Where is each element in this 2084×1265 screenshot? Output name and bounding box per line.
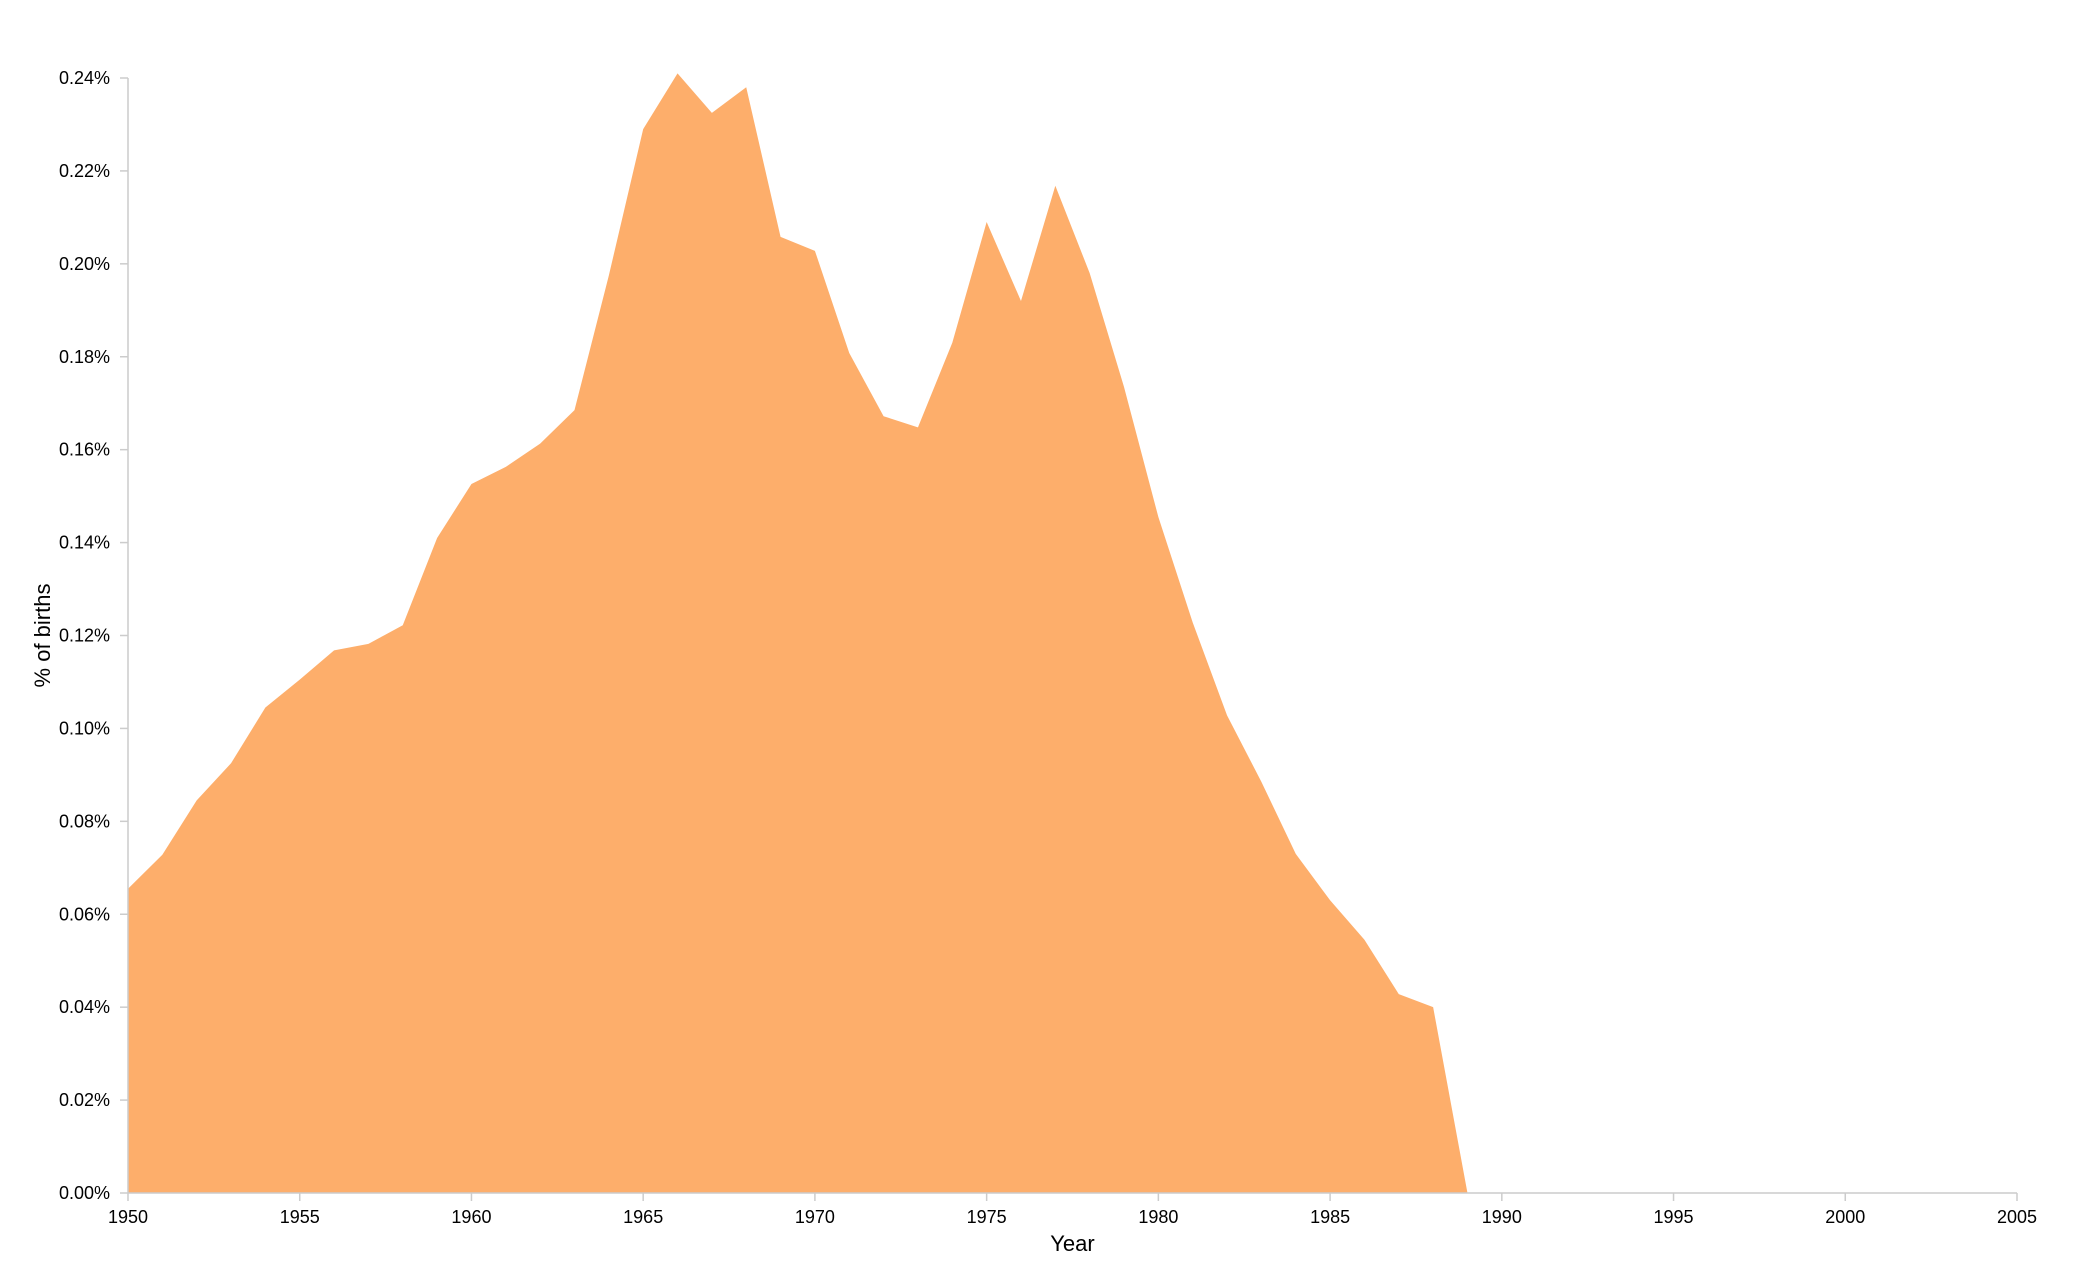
- x-tick-label: 1955: [280, 1207, 320, 1227]
- x-tick-label: 1985: [1310, 1207, 1350, 1227]
- y-tick-label: 0.24%: [59, 68, 110, 88]
- x-tick-label: 1980: [1138, 1207, 1178, 1227]
- y-tick-label: 0.04%: [59, 997, 110, 1017]
- y-tick-label: 0.06%: [59, 904, 110, 924]
- x-tick-label: 1965: [623, 1207, 663, 1227]
- x-tick-label: 1960: [451, 1207, 491, 1227]
- x-tick-label: 1990: [1482, 1207, 1522, 1227]
- y-tick-label: 0.22%: [59, 161, 110, 181]
- x-tick-label: 1995: [1654, 1207, 1694, 1227]
- x-tick-label: 1970: [795, 1207, 835, 1227]
- y-tick-label: 0.20%: [59, 254, 110, 274]
- y-axis: 0.00% 0.02% 0.04% 0.06% 0.08% 0.10% 0.12% 0.14%…: [59, 68, 129, 1203]
- y-tick-label: 0.00%: [59, 1183, 110, 1203]
- y-tick-label: 0.02%: [59, 1090, 110, 1110]
- area-series-0: [128, 73, 2017, 1194]
- x-axis-title: Year: [1050, 1231, 1094, 1256]
- y-axis-title: % of births: [30, 584, 55, 688]
- x-axis: 1950 1955 1960 1965 1970 1975 1980 1985 1990 1995…: [108, 1192, 2037, 1227]
- x-tick-label: 2005: [1997, 1207, 2037, 1227]
- x-tick-label: 1950: [108, 1207, 148, 1227]
- y-tick-label: 0.12%: [59, 626, 110, 646]
- plot-area: [128, 73, 2017, 1194]
- y-tick-label: 0.10%: [59, 718, 110, 738]
- y-tick-label: 0.08%: [59, 811, 110, 831]
- y-tick-label: 0.16%: [59, 440, 110, 460]
- x-tick-label: 2000: [1825, 1207, 1865, 1227]
- y-tick-label: 0.18%: [59, 347, 110, 367]
- y-tick-label: 0.14%: [59, 533, 110, 553]
- x-tick-label: 1975: [967, 1207, 1007, 1227]
